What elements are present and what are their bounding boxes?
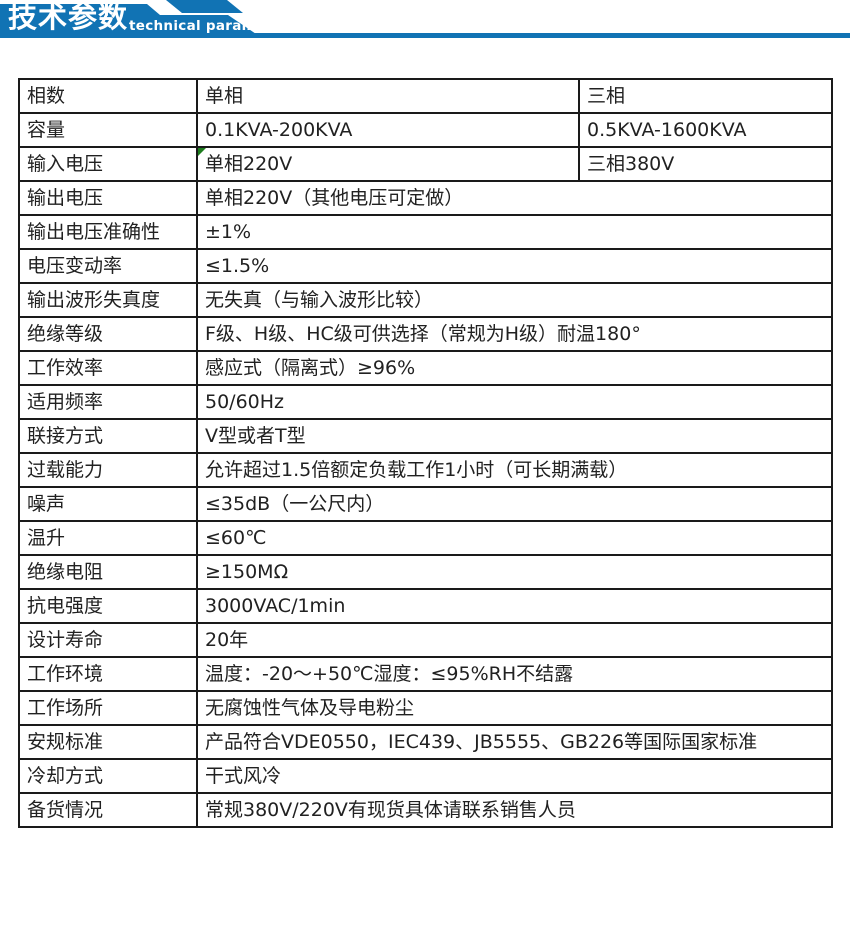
- row-value: 无腐蚀性气体及导电粉尘: [196, 690, 833, 726]
- row-label: 工作效率: [18, 350, 198, 386]
- row-label: 绝缘电阻: [18, 554, 198, 590]
- table-row: 抗电强度 3000VAC/1min: [18, 588, 833, 624]
- row-value: F级、H级、HC级可供选择（常规为H级）耐温180°: [196, 316, 833, 352]
- row-value: 允许超过1.5倍额定负载工作1小时（可长期满载）: [196, 452, 833, 488]
- table-row: 相数 单相 三相: [18, 78, 833, 114]
- spec-table: 相数 单相 三相 容量 0.1KVA-200KVA 0.5KVA-1600KVA…: [18, 78, 833, 828]
- row-value: 干式风冷: [196, 758, 833, 794]
- row-value: 产品符合VDE0550，IEC439、JB5555、GB226等国际国家标准: [196, 724, 833, 760]
- banner-main-shape: [0, 4, 262, 38]
- row-value2: 三相380V: [578, 146, 833, 182]
- table-row: 电压变动率 ≤1.5%: [18, 248, 833, 284]
- page-subtitle: technical parameter: [129, 18, 289, 34]
- row-label: 冷却方式: [18, 758, 198, 794]
- table-row: 输出电压准确性 ±1%: [18, 214, 833, 250]
- table-row: 备货情况 常规380V/220V有现货具体请联系销售人员: [18, 792, 833, 828]
- table-row: 适用频率 50/60Hz: [18, 384, 833, 420]
- row-value: V型或者T型: [196, 418, 833, 454]
- row-value: 3000VAC/1min: [196, 588, 833, 624]
- row-value: 单相: [196, 78, 580, 114]
- row-label: 设计寿命: [18, 622, 198, 658]
- table-row: 输出波形失真度 无失真（与输入波形比较）: [18, 282, 833, 318]
- row-value: ±1%: [196, 214, 833, 250]
- comment-marker-icon: [199, 149, 206, 156]
- row-label: 工作环境: [18, 656, 198, 692]
- table-row: 容量 0.1KVA-200KVA 0.5KVA-1600KVA: [18, 112, 833, 148]
- row-value: ≤60℃: [196, 520, 833, 556]
- row-value: ≥150MΩ: [196, 554, 833, 590]
- table-row: 输入电压 单相220V 三相380V: [18, 146, 833, 182]
- row-value2: 三相: [578, 78, 833, 114]
- row-value: 单相220V: [196, 146, 580, 182]
- row-label: 输出电压准确性: [18, 214, 198, 250]
- table-row: 绝缘等级 F级、H级、HC级可供选择（常规为H级）耐温180°: [18, 316, 833, 352]
- table-row: 绝缘电阻 ≥150MΩ: [18, 554, 833, 590]
- table-row: 输出电压 单相220V（其他电压可定做）: [18, 180, 833, 216]
- table-row: 工作场所 无腐蚀性气体及导电粉尘: [18, 690, 833, 726]
- row-value: 无失真（与输入波形比较）: [196, 282, 833, 318]
- row-label: 输入电压: [18, 146, 198, 182]
- row-label: 输出波形失真度: [18, 282, 198, 318]
- table-row: 冷却方式 干式风冷: [18, 758, 833, 794]
- row-label: 输出电压: [18, 180, 198, 216]
- row-value2: 0.5KVA-1600KVA: [578, 112, 833, 148]
- row-label: 容量: [18, 112, 198, 148]
- banner-shape: [0, 0, 850, 38]
- header-banner: 技术参数 technical parameter: [0, 0, 850, 46]
- row-label: 绝缘等级: [18, 316, 198, 352]
- table-row: 工作效率 感应式（隔离式）≥96%: [18, 350, 833, 386]
- row-value: 常规380V/220V有现货具体请联系销售人员: [196, 792, 833, 828]
- table-row: 设计寿命 20年: [18, 622, 833, 658]
- row-label: 电压变动率: [18, 248, 198, 284]
- row-label: 温升: [18, 520, 198, 556]
- row-value: 单相220V（其他电压可定做）: [196, 180, 833, 216]
- table-row: 安规标准 产品符合VDE0550，IEC439、JB5555、GB226等国际国…: [18, 724, 833, 760]
- row-value: 感应式（隔离式）≥96%: [196, 350, 833, 386]
- row-value: ≤35dB（一公尺内）: [196, 486, 833, 522]
- row-label: 噪声: [18, 486, 198, 522]
- row-value: ≤1.5%: [196, 248, 833, 284]
- page-title: 技术参数: [8, 0, 129, 34]
- row-value-text: 单相220V: [205, 153, 293, 175]
- table-row: 工作环境 温度：-20～+50℃湿度：≤95%RH不结露: [18, 656, 833, 692]
- row-value: 50/60Hz: [196, 384, 833, 420]
- row-label: 抗电强度: [18, 588, 198, 624]
- row-label: 过载能力: [18, 452, 198, 488]
- table-row: 温升 ≤60℃: [18, 520, 833, 556]
- row-value: 20年: [196, 622, 833, 658]
- table-row: 噪声 ≤35dB（一公尺内）: [18, 486, 833, 522]
- banner-stripe-shape: [166, 0, 243, 13]
- row-label: 相数: [18, 78, 198, 114]
- table-row: 联接方式 V型或者T型: [18, 418, 833, 454]
- row-label: 适用频率: [18, 384, 198, 420]
- row-value: 0.1KVA-200KVA: [196, 112, 580, 148]
- table-row: 过载能力 允许超过1.5倍额定负载工作1小时（可长期满载）: [18, 452, 833, 488]
- row-label: 备货情况: [18, 792, 198, 828]
- row-value: 温度：-20～+50℃湿度：≤95%RH不结露: [196, 656, 833, 692]
- row-label: 安规标准: [18, 724, 198, 760]
- row-label: 联接方式: [18, 418, 198, 454]
- banner-underline: [0, 33, 850, 38]
- row-label: 工作场所: [18, 690, 198, 726]
